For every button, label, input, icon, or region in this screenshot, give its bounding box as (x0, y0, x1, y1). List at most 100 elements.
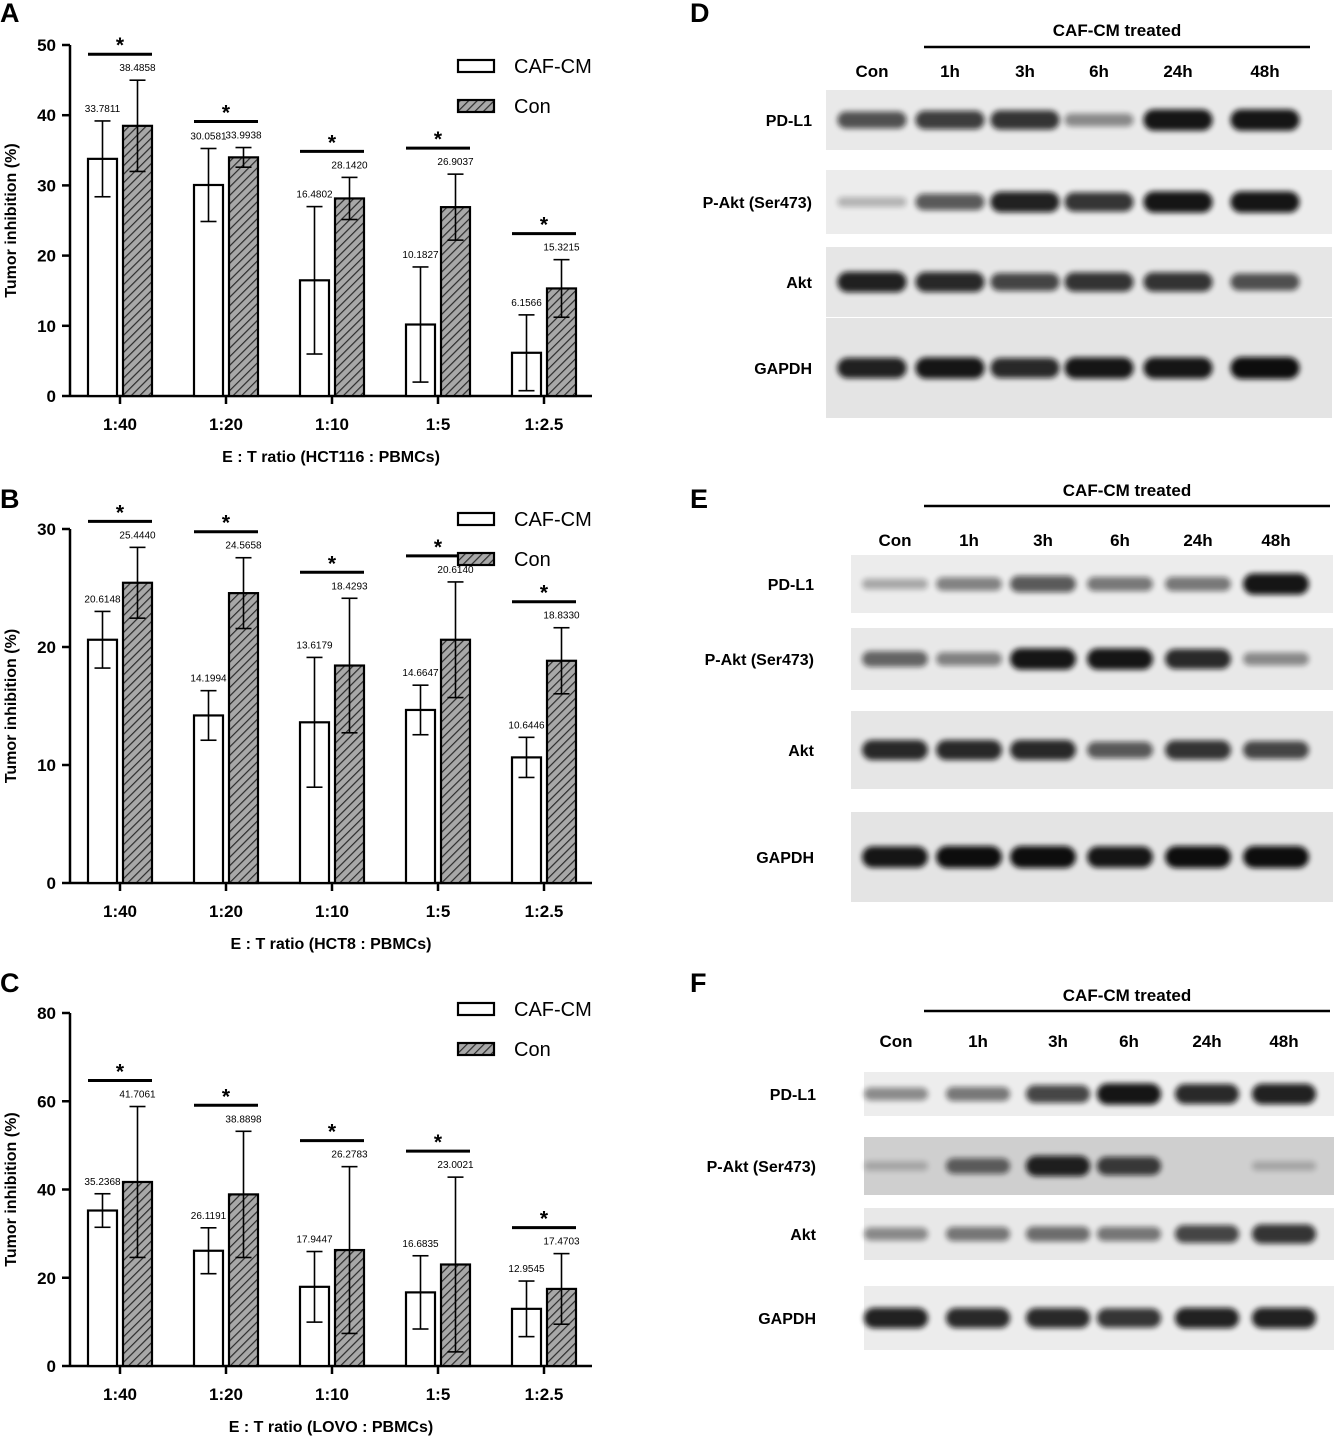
protein-band (863, 1161, 929, 1171)
protein-band (1143, 191, 1213, 213)
y-tick-label: 20 (37, 1269, 56, 1288)
significance-star: * (540, 214, 549, 237)
data-label: 38.8898 (225, 1114, 262, 1125)
significance-star: * (222, 102, 231, 125)
data-label: 33.9938 (225, 131, 262, 142)
bar-caf-cm (86, 638, 119, 885)
bar-chart-a: A 0 10 20 30 40 50 Tumor inhibition (%) E : T ra… (0, 0, 592, 466)
legend-label-con: Con (514, 1039, 551, 1061)
legend-swatch-caf-cm (456, 1001, 496, 1017)
data-label: 16.4802 (296, 190, 333, 201)
lane-label: 6h (1119, 1032, 1139, 1051)
panel-letter: E (690, 484, 708, 514)
y-tick-label: 0 (47, 1357, 56, 1376)
protein-band (945, 1086, 1011, 1102)
protein-band (1243, 741, 1309, 759)
bar-con (333, 197, 366, 398)
protein-band (1251, 1224, 1317, 1244)
lane-label: 1h (940, 62, 960, 81)
protein-band (1174, 1225, 1240, 1243)
x-tick-label: 1:40 (103, 415, 137, 434)
protein-band (1230, 357, 1300, 379)
protein-label: P-Akt (Ser473) (707, 1159, 816, 1176)
protein-band (936, 846, 1002, 868)
panel-letter: B (0, 484, 20, 514)
x-tick-label: 1:2.5 (525, 902, 564, 921)
x-tick-label: 1:20 (209, 1385, 243, 1404)
protein-band (990, 358, 1060, 378)
panel-letter: C (0, 968, 20, 998)
legend-swatch-con (456, 1041, 496, 1057)
lane-label: 1h (968, 1032, 988, 1051)
lane-label: 3h (1048, 1032, 1068, 1051)
lane-label: Con (878, 531, 911, 550)
data-label: 20.6148 (84, 594, 121, 605)
x-tick-label: 1:5 (426, 1385, 451, 1404)
lane-label: 6h (1089, 62, 1109, 81)
data-label: 41.7061 (119, 1090, 156, 1101)
x-tick-label: 1:40 (103, 902, 137, 921)
protein-band (1096, 1083, 1162, 1105)
blot-header: CAF-CM treated (1053, 21, 1181, 40)
y-axis-label: Tumor inhibition (%) (3, 1112, 20, 1266)
protein-band (1243, 652, 1309, 666)
protein-band (936, 740, 1002, 760)
significance-star: * (540, 582, 549, 605)
y-tick-label: 0 (47, 874, 56, 893)
blot-header: CAF-CM treated (1063, 481, 1191, 500)
y-tick-label: 10 (37, 317, 56, 336)
protein-band (1064, 272, 1134, 292)
protein-band (990, 273, 1060, 291)
western-blot-d: D CAF-CM treated Con 1h 3h 6h 24h 48h PD-L1 P-Akt… (690, 0, 1332, 418)
data-label: 38.4858 (119, 63, 156, 74)
protein-band (863, 1227, 929, 1241)
x-tick-label: 1:2.5 (525, 1385, 564, 1404)
protein-label: GAPDH (756, 850, 814, 867)
bar-caf-cm (510, 756, 543, 885)
protein-label: Akt (790, 1227, 816, 1244)
significance-star: * (434, 128, 443, 151)
data-label: 26.2783 (331, 1150, 368, 1161)
y-axis-label: Tumor inhibition (%) (3, 629, 20, 783)
data-label: 24.5658 (225, 541, 262, 552)
protein-band (1174, 1084, 1240, 1104)
protein-band (1096, 1308, 1162, 1328)
panel-letter: F (690, 968, 707, 998)
legend-label-con: Con (514, 96, 551, 118)
data-label: 10.6446 (508, 720, 545, 731)
lane-label: 1h (959, 531, 979, 550)
y-tick-label: 60 (37, 1092, 56, 1111)
data-label: 20.6140 (437, 565, 474, 576)
x-tick-label: 1:5 (426, 902, 451, 921)
protein-band (863, 1307, 929, 1329)
protein-band (1010, 846, 1076, 868)
protein-band (1143, 109, 1213, 131)
data-label: 30.0581 (190, 131, 227, 142)
bar-chart-c: C 0 20 40 60 80 Tumor inhibition (%) E : T rati… (0, 968, 592, 1436)
protein-band (936, 577, 1002, 591)
x-axis-label: E : T ratio (HCT116 : PBMCs) (222, 449, 440, 466)
protein-band (1251, 1083, 1317, 1105)
significance-star: * (116, 501, 125, 524)
protein-label: P-Akt (Ser473) (703, 195, 812, 212)
protein-label: GAPDH (754, 361, 812, 378)
protein-band (915, 357, 985, 379)
bar-chart-b: B 0 10 20 30 Tumor inhibition (%) E : T ratio … (0, 484, 592, 953)
lane-label: 3h (1033, 531, 1053, 550)
y-tick-label: 40 (37, 106, 56, 125)
protein-band (862, 651, 928, 667)
y-axis-label: Tumor inhibition (%) (3, 143, 20, 297)
y-tick-label: 30 (37, 176, 56, 195)
y-tick-label: 50 (37, 36, 56, 55)
lane-label: 48h (1261, 531, 1290, 550)
significance-star: * (116, 34, 125, 57)
protein-label: P-Akt (Ser473) (705, 652, 814, 669)
data-label: 26.9037 (437, 157, 474, 168)
protein-band (1230, 191, 1300, 213)
x-tick-label: 1:20 (209, 902, 243, 921)
panel-letter: D (690, 0, 710, 28)
y-tick-label: 0 (47, 387, 56, 406)
protein-label: GAPDH (758, 1311, 816, 1328)
protein-band (915, 272, 985, 292)
x-axis-label: E : T ratio (HCT8 : PBMCs) (231, 936, 432, 953)
